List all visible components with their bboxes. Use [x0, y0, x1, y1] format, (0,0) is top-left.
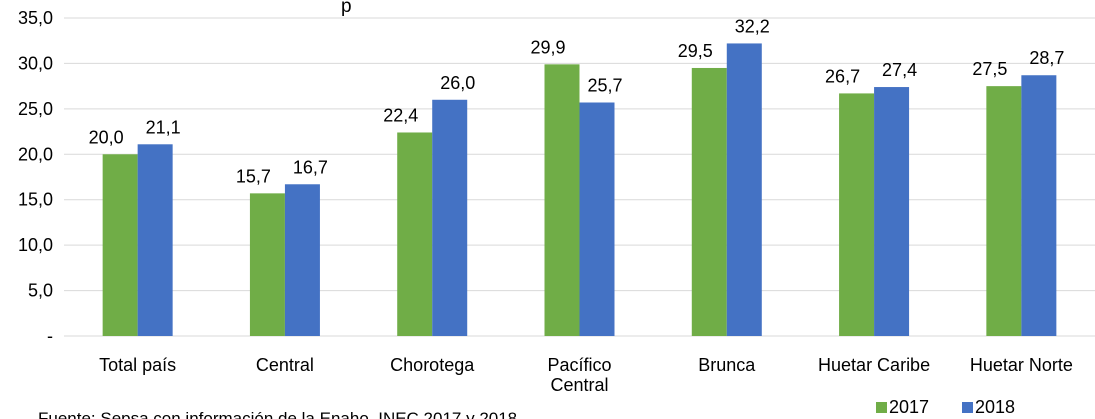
y-axis: - 5,0 10,0 15,0 20,0 25,0 30,0 35,0 [18, 8, 53, 346]
x-tick-label: Central [256, 355, 314, 375]
source-note: Fuente: Sepsa con información de la Enah… [38, 409, 522, 419]
bar-2017-huetar-norte [986, 86, 1022, 337]
data-label-2018: 27,4 [882, 60, 917, 80]
data-label-2017: 29,9 [530, 37, 565, 57]
bar-2018-pacifico-central [579, 102, 615, 336]
y-tick-label: 15,0 [18, 190, 53, 210]
bar-2018-huetar-caribe [874, 87, 910, 337]
data-label-2017: 15,7 [236, 166, 271, 186]
data-label-2018: 16,7 [293, 157, 328, 177]
bar-2017-chorotega [397, 132, 433, 336]
bar-2018-huetar-norte [1021, 75, 1057, 337]
bar-2018-chorotega [432, 99, 468, 337]
data-labels: 20,0 21,1 15,7 16,7 22,4 26,0 29,9 25,7 29,5 32,2… [89, 16, 1065, 186]
legend-label-2017: 2017 [889, 397, 929, 417]
x-tick-label: Brunca [698, 355, 756, 375]
bar-2017-huetar-caribe [839, 93, 875, 336]
y-tick-label: 25,0 [18, 99, 53, 119]
bar-2018-total-pais [137, 144, 173, 336]
data-label-2018: 32,2 [735, 16, 770, 36]
y-tick-label: 35,0 [18, 8, 53, 28]
data-label-2018: 26,0 [440, 73, 475, 93]
data-label-2017: 29,5 [678, 41, 713, 61]
bar-2017-central [249, 193, 285, 336]
bar-2017-brunca [691, 67, 727, 336]
x-tick-label: Pacífico [547, 355, 611, 375]
bar-2018-central [284, 184, 320, 336]
legend-swatch-2017 [876, 402, 887, 413]
x-axis: Total país Central Chorotega PacíficoCentra… [99, 355, 1073, 395]
x-tick-label: Huetar Norte [970, 355, 1073, 375]
legend: 2017 2018 [876, 397, 1015, 417]
y-tick-label: 5,0 [28, 281, 53, 301]
x-tick-label: Huetar Caribe [818, 355, 930, 375]
y-tick-label: - [47, 326, 53, 346]
data-label-2017: 26,7 [825, 66, 860, 86]
data-label-2017: 27,5 [972, 59, 1007, 79]
legend-swatch-2018 [962, 402, 973, 413]
y-tick-label: 20,0 [18, 144, 53, 164]
y-tick-label: 10,0 [18, 235, 53, 255]
x-tick-label: Total país [99, 355, 176, 375]
bar-2017-pacifico-central [544, 64, 580, 336]
bar-2017-total-pais [102, 154, 138, 336]
bars [102, 43, 1057, 337]
chart-title-partial: p [341, 0, 352, 17]
legend-label-2018: 2018 [975, 397, 1015, 417]
data-label-2017: 22,4 [383, 105, 418, 125]
x-tick-label: Central [550, 375, 608, 395]
y-tick-label: 30,0 [18, 53, 53, 73]
x-tick-label: Chorotega [390, 355, 475, 375]
data-label-2018: 28,7 [1029, 48, 1064, 68]
data-label-2018: 21,1 [146, 117, 181, 137]
data-label-2017: 20,0 [89, 127, 124, 147]
bar-2018-brunca [726, 43, 762, 336]
data-label-2018: 25,7 [587, 75, 622, 95]
